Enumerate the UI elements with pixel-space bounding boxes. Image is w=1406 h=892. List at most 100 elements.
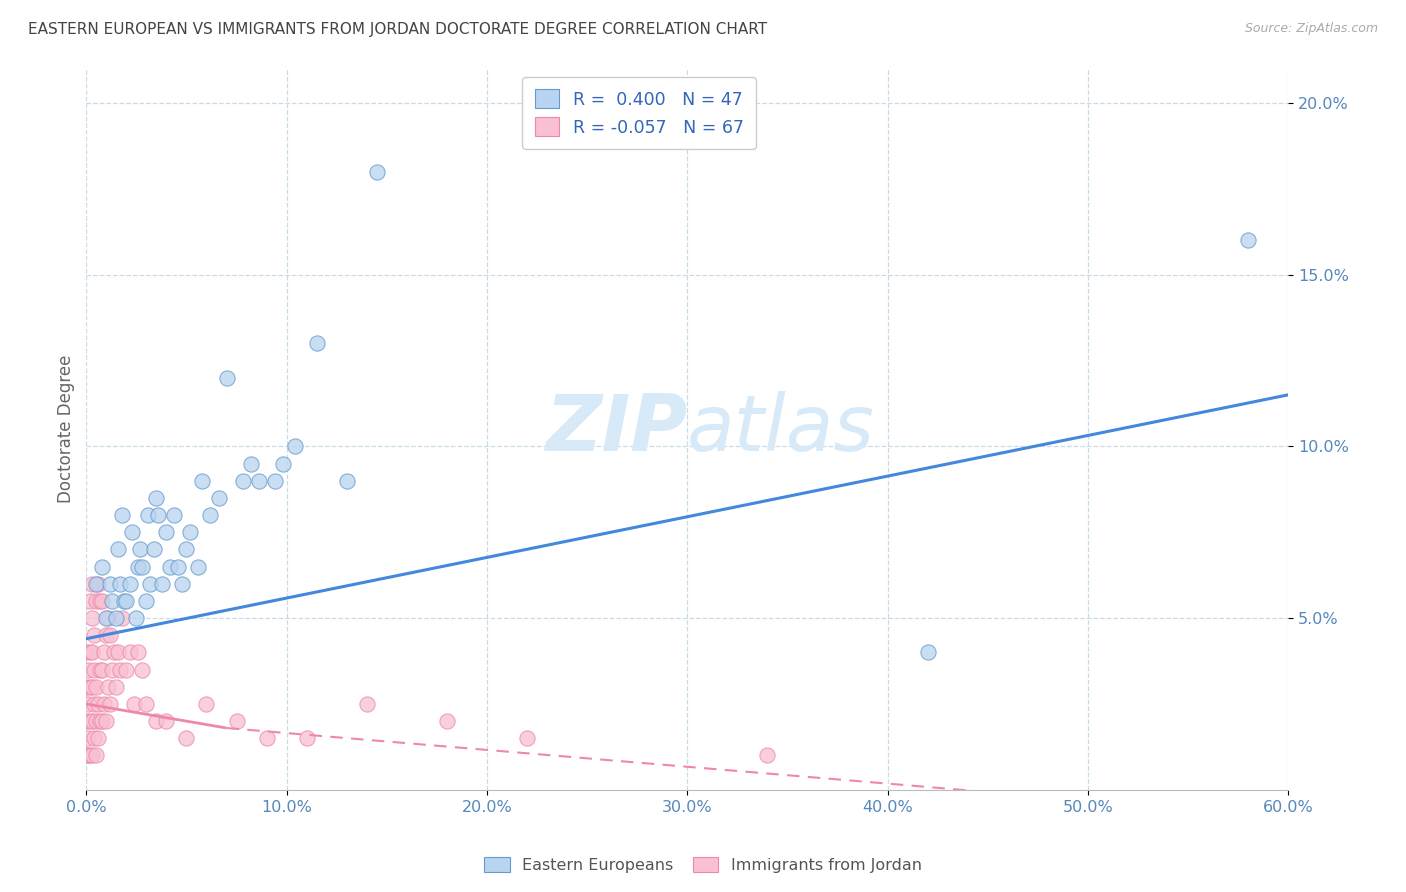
Point xyxy=(79,594,101,608)
Point xyxy=(111,508,134,522)
Point xyxy=(75,680,97,694)
Point xyxy=(295,731,318,746)
Point xyxy=(93,697,115,711)
Point xyxy=(101,663,124,677)
Point xyxy=(145,714,167,728)
Point xyxy=(187,559,209,574)
Point xyxy=(84,576,107,591)
Point xyxy=(83,697,105,711)
Point xyxy=(110,663,132,677)
Text: Source: ZipAtlas.com: Source: ZipAtlas.com xyxy=(1244,22,1378,36)
Point xyxy=(77,731,100,746)
Point xyxy=(152,576,174,591)
Point xyxy=(97,680,120,694)
Point xyxy=(756,748,779,763)
Text: atlas: atlas xyxy=(688,392,875,467)
Point xyxy=(84,594,107,608)
Point xyxy=(121,525,143,540)
Point xyxy=(176,731,198,746)
Point xyxy=(131,663,153,677)
Point xyxy=(77,663,100,677)
Point xyxy=(98,697,121,711)
Text: ZIP: ZIP xyxy=(546,392,688,467)
Point xyxy=(191,474,214,488)
Point xyxy=(232,474,254,488)
Point xyxy=(105,611,128,625)
Point xyxy=(79,714,101,728)
Point xyxy=(263,474,285,488)
Point xyxy=(91,559,114,574)
Point xyxy=(89,663,111,677)
Point xyxy=(84,680,107,694)
Point xyxy=(77,748,100,763)
Point xyxy=(91,594,114,608)
Point xyxy=(138,508,160,522)
Point xyxy=(82,680,104,694)
Point xyxy=(97,611,120,625)
Point xyxy=(436,714,458,728)
Point xyxy=(135,594,157,608)
Point xyxy=(284,439,307,453)
Point xyxy=(89,594,111,608)
Point xyxy=(139,576,162,591)
Point xyxy=(75,645,97,659)
Point xyxy=(131,559,153,574)
Point xyxy=(82,645,104,659)
Point xyxy=(96,714,118,728)
Point xyxy=(127,645,149,659)
Point xyxy=(155,525,177,540)
Point xyxy=(87,576,110,591)
Y-axis label: Doctorate Degree: Doctorate Degree xyxy=(58,355,75,503)
Point xyxy=(84,714,107,728)
Point xyxy=(120,576,142,591)
Point xyxy=(75,714,97,728)
Point xyxy=(91,714,114,728)
Point xyxy=(91,663,114,677)
Point xyxy=(148,508,170,522)
Point xyxy=(143,542,166,557)
Point xyxy=(356,697,378,711)
Point xyxy=(115,594,138,608)
Point xyxy=(336,474,359,488)
Point xyxy=(110,576,132,591)
Point xyxy=(82,714,104,728)
Point xyxy=(79,748,101,763)
Point xyxy=(176,542,198,557)
Point xyxy=(98,576,121,591)
Point xyxy=(124,697,146,711)
Point xyxy=(103,645,125,659)
Point xyxy=(155,714,177,728)
Point xyxy=(87,731,110,746)
Point xyxy=(96,628,118,642)
Point xyxy=(107,645,129,659)
Point xyxy=(163,508,186,522)
Text: EASTERN EUROPEAN VS IMMIGRANTS FROM JORDAN DOCTORATE DEGREE CORRELATION CHART: EASTERN EUROPEAN VS IMMIGRANTS FROM JORD… xyxy=(28,22,768,37)
Point xyxy=(105,680,128,694)
Point xyxy=(145,491,167,505)
Point xyxy=(83,663,105,677)
Point xyxy=(179,525,201,540)
Point xyxy=(271,457,294,471)
Point xyxy=(516,731,538,746)
Point xyxy=(239,457,262,471)
Point xyxy=(917,645,939,659)
Point xyxy=(112,594,135,608)
Point xyxy=(167,559,190,574)
Point xyxy=(120,645,142,659)
Point xyxy=(207,491,229,505)
Point xyxy=(366,164,388,178)
Point xyxy=(256,731,278,746)
Point xyxy=(77,697,100,711)
Point xyxy=(129,542,152,557)
Point xyxy=(83,731,105,746)
Point xyxy=(172,576,194,591)
Point xyxy=(107,542,129,557)
Point xyxy=(98,628,121,642)
Point xyxy=(82,611,104,625)
Legend: Eastern Europeans, Immigrants from Jordan: Eastern Europeans, Immigrants from Jorda… xyxy=(478,851,928,880)
Point xyxy=(115,663,138,677)
Point xyxy=(1237,233,1260,247)
Point xyxy=(82,576,104,591)
Point xyxy=(89,714,111,728)
Point xyxy=(135,697,157,711)
